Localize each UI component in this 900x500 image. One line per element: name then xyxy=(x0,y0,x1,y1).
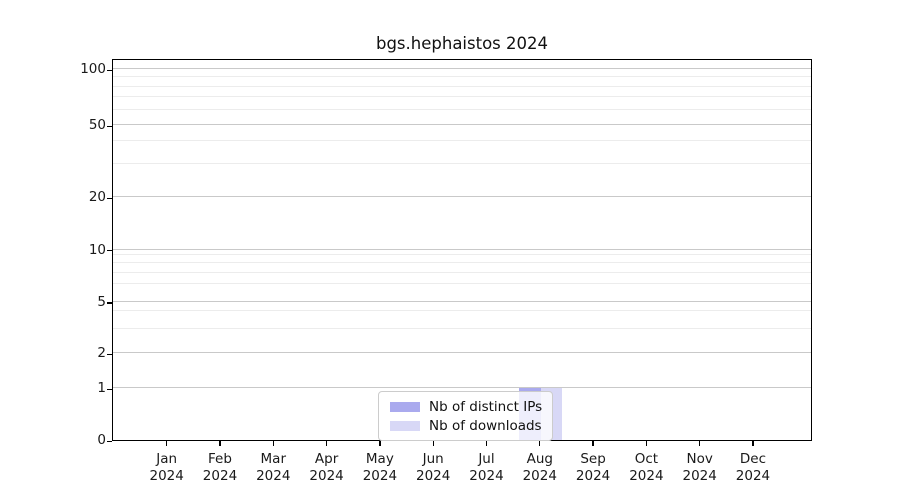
y-tick-mark xyxy=(107,302,112,304)
x-tick-mark xyxy=(379,441,381,446)
y-tick-mark xyxy=(107,69,112,71)
legend-swatch-distinct-ips xyxy=(390,402,420,412)
x-tick-mark xyxy=(166,441,168,446)
major-gridline xyxy=(113,387,811,389)
x-tick-mark xyxy=(539,441,541,446)
x-tick-mark xyxy=(752,441,754,446)
minor-gridline xyxy=(113,96,811,98)
x-tick-mark xyxy=(432,441,434,446)
x-tick-mark xyxy=(645,441,648,446)
minor-gridline xyxy=(113,162,811,164)
y-tick-label: 100 xyxy=(80,61,106,77)
major-gridline xyxy=(113,300,811,302)
minor-gridline xyxy=(113,309,811,311)
x-tick-label: Jun 2024 xyxy=(416,451,451,484)
x-tick-mark xyxy=(485,441,488,446)
x-tick-label: Feb 2024 xyxy=(202,451,238,484)
plot-area xyxy=(112,59,812,441)
x-tick-label: Mar 2024 xyxy=(256,451,291,484)
legend-entry-downloads: Nb of downloads xyxy=(390,418,542,434)
x-tick-mark xyxy=(592,441,594,446)
y-tick-label: 10 xyxy=(88,241,106,258)
minor-gridline xyxy=(113,262,811,264)
x-tick-label: Aug 2024 xyxy=(522,451,557,484)
y-tick-label: 0 xyxy=(97,432,106,448)
y-tick-label: 1 xyxy=(97,380,106,396)
major-gridline xyxy=(113,196,811,198)
x-tick-label: May 2024 xyxy=(362,451,398,484)
y-tick-mark xyxy=(107,197,112,200)
y-tick-label: 20 xyxy=(88,189,106,206)
x-tick-mark xyxy=(699,441,701,446)
legend-label-distinct-ips: Nb of distinct IPs xyxy=(429,399,543,415)
y-tick-mark xyxy=(107,125,112,127)
x-tick-mark xyxy=(219,441,221,446)
x-tick-label: Apr 2024 xyxy=(309,451,344,484)
y-tick-mark xyxy=(107,388,112,390)
minor-gridline xyxy=(113,108,811,110)
major-gridline xyxy=(113,248,811,250)
minor-gridline xyxy=(113,327,811,329)
chart-title: bgs.hephaistos 2024 xyxy=(375,34,549,53)
x-tick-label: Nov 2024 xyxy=(682,451,717,484)
y-tick-label: 2 xyxy=(97,345,106,362)
legend: Nb of distinct IPs Nb of downloads xyxy=(378,391,554,441)
x-tick-label: Dec 2024 xyxy=(735,451,771,484)
x-tick-label: Oct 2024 xyxy=(629,451,664,484)
legend-swatch-downloads xyxy=(390,421,420,431)
minor-gridline xyxy=(113,282,811,284)
y-tick-label: 5 xyxy=(97,293,106,310)
major-gridline xyxy=(113,352,811,354)
minor-gridline xyxy=(113,85,811,87)
minor-gridline xyxy=(113,76,811,78)
x-tick-mark xyxy=(325,441,328,446)
legend-entry-distinct-ips: Nb of distinct IPs xyxy=(390,399,542,415)
major-gridline xyxy=(113,68,811,70)
x-tick-label: Sep 2024 xyxy=(575,451,611,484)
minor-gridline xyxy=(113,271,811,273)
legend-label-downloads: Nb of downloads xyxy=(429,418,542,434)
x-tick-label: Jan 2024 xyxy=(149,451,184,484)
minor-gridline xyxy=(113,140,811,142)
y-tick-mark xyxy=(107,250,112,252)
minor-gridline xyxy=(113,253,811,255)
y-tick-mark xyxy=(107,353,112,355)
y-tick-label: 50 xyxy=(88,117,106,133)
x-tick-mark xyxy=(272,441,274,446)
x-tick-label: Jul 2024 xyxy=(469,451,504,484)
major-gridline xyxy=(113,124,811,126)
y-tick-mark xyxy=(107,440,112,442)
